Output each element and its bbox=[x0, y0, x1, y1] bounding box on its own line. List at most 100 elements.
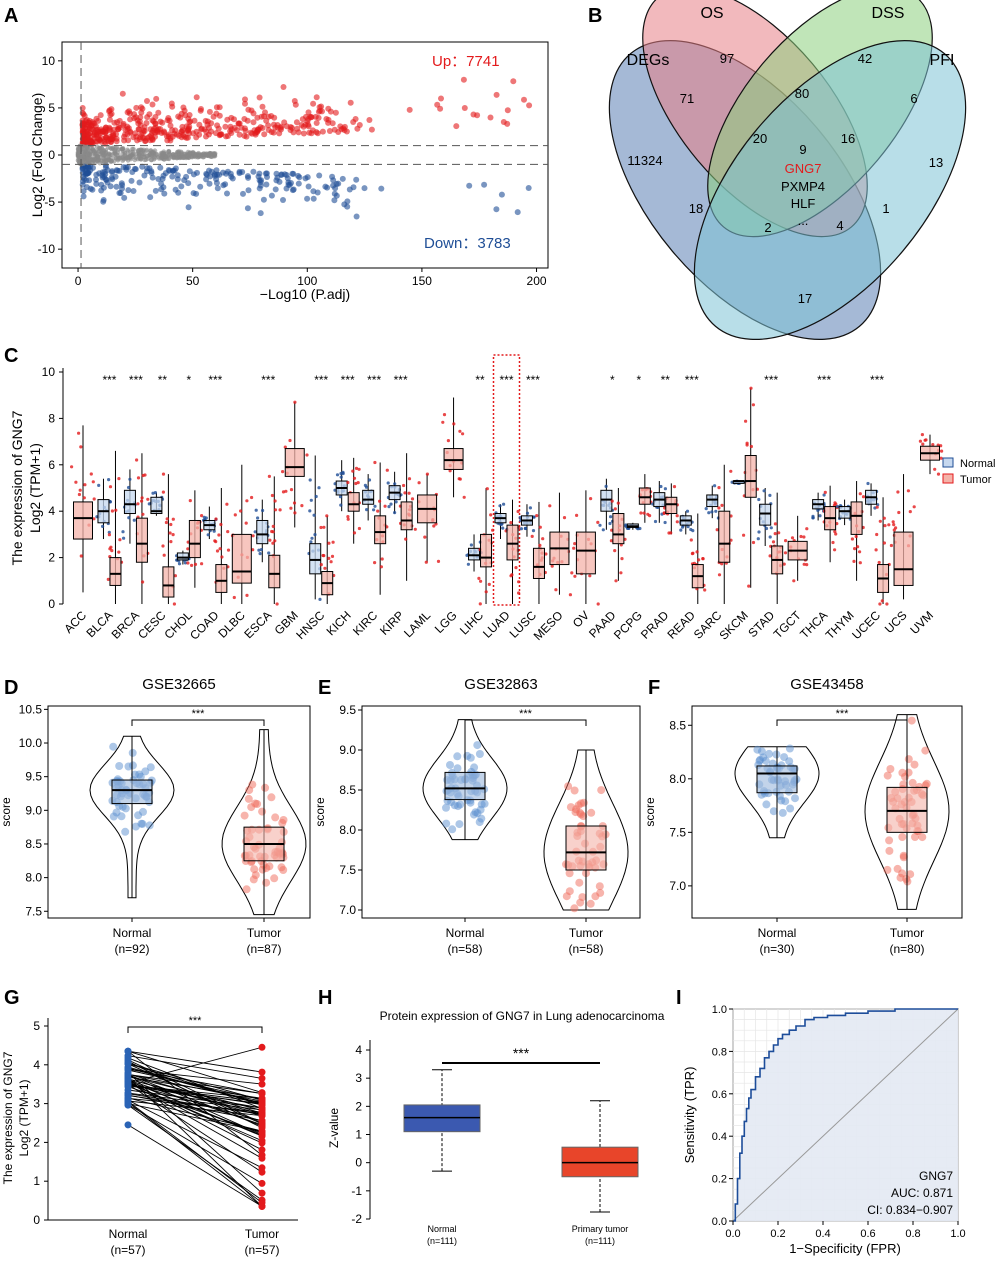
sample-point bbox=[747, 584, 751, 588]
down-point bbox=[149, 174, 156, 181]
diagonal-reference bbox=[732, 1008, 959, 1222]
sample-point bbox=[710, 510, 714, 514]
sample-point bbox=[531, 529, 536, 533]
pair-line bbox=[127, 1086, 263, 1134]
sample-point bbox=[215, 549, 220, 553]
sample-point bbox=[764, 526, 769, 531]
sample-point bbox=[790, 536, 795, 540]
up-point bbox=[352, 116, 359, 122]
sample-point bbox=[597, 786, 606, 795]
down-point bbox=[114, 167, 121, 174]
sample-point bbox=[714, 509, 718, 513]
sample-point bbox=[258, 807, 267, 816]
sample-point bbox=[341, 471, 345, 476]
sample-point bbox=[173, 574, 177, 578]
legend-label-tumor: Tumor bbox=[960, 474, 992, 486]
iqr-box bbox=[188, 519, 201, 559]
sample-point bbox=[885, 836, 894, 845]
down-point bbox=[82, 170, 89, 176]
pair-line bbox=[127, 1124, 263, 1207]
sample-point bbox=[214, 540, 218, 544]
sample-point bbox=[850, 537, 855, 541]
sample-point bbox=[268, 538, 272, 542]
up-point bbox=[193, 94, 200, 101]
sample-point bbox=[469, 543, 473, 547]
x-axis-label: 1−Specificity (FPR) bbox=[789, 1241, 901, 1256]
tumor-point bbox=[258, 1089, 266, 1097]
sample-point bbox=[715, 528, 719, 532]
iqr-box bbox=[850, 501, 863, 535]
ns-point bbox=[111, 158, 117, 164]
sample-point bbox=[802, 562, 806, 566]
sample-point bbox=[675, 514, 679, 518]
sample-point bbox=[470, 763, 479, 772]
sample-point bbox=[403, 491, 407, 495]
sample-point bbox=[792, 579, 796, 583]
pair-line bbox=[127, 1083, 263, 1173]
sample-point bbox=[484, 590, 488, 594]
sample-point bbox=[217, 533, 221, 537]
protein-boxplot: Protein expression of GNG7 in Lung adeno… bbox=[327, 1009, 665, 1246]
y-tick-label: 0 bbox=[48, 597, 55, 611]
iqr-box bbox=[638, 487, 651, 505]
sample-point bbox=[293, 400, 297, 404]
y-tick-label: -10 bbox=[38, 242, 56, 256]
up-point bbox=[135, 120, 142, 127]
sample-point bbox=[271, 524, 275, 529]
panel-label-h: H bbox=[318, 987, 332, 1009]
iqr-box bbox=[893, 531, 914, 586]
sample-point bbox=[756, 537, 760, 541]
sample-point bbox=[118, 802, 127, 811]
sample-point bbox=[108, 485, 113, 489]
up-point bbox=[258, 113, 265, 120]
category-label: LUAD bbox=[480, 608, 513, 641]
up-point bbox=[161, 128, 168, 135]
iqr-box bbox=[759, 503, 772, 526]
significance-mark: *** bbox=[513, 1045, 530, 1061]
up-point bbox=[139, 105, 146, 112]
sample-point bbox=[461, 432, 465, 436]
sample-point bbox=[720, 503, 724, 507]
sample-point bbox=[663, 520, 667, 525]
sample-point bbox=[171, 517, 175, 521]
iqr-box bbox=[123, 489, 136, 515]
iqr-box bbox=[532, 547, 545, 579]
sample-point bbox=[672, 485, 677, 489]
sample-point bbox=[346, 480, 350, 485]
sample-point bbox=[356, 481, 360, 485]
sample-point bbox=[577, 810, 585, 819]
down-point bbox=[278, 171, 285, 178]
sample-point bbox=[281, 490, 286, 494]
down-point bbox=[346, 186, 353, 193]
sample-point bbox=[251, 534, 255, 538]
down-point bbox=[353, 213, 360, 220]
category-label: THYM bbox=[823, 608, 857, 642]
up-point bbox=[196, 121, 203, 128]
sample-point bbox=[899, 780, 908, 789]
sample-point bbox=[896, 490, 900, 494]
up-point bbox=[298, 122, 305, 128]
significance-mark: *** bbox=[102, 373, 116, 387]
sample-point bbox=[861, 495, 866, 499]
significance-mark: *** bbox=[394, 373, 408, 387]
sample-point bbox=[309, 540, 313, 544]
iqr-box bbox=[284, 448, 305, 477]
category-label: LAML bbox=[401, 608, 433, 640]
sample-point bbox=[751, 540, 756, 545]
up-point bbox=[191, 117, 198, 124]
y-tick-label: 8.5 bbox=[339, 783, 356, 797]
category-label: COAD bbox=[187, 608, 222, 643]
sample-point bbox=[393, 482, 397, 486]
up-point bbox=[255, 126, 262, 133]
y-tick-label: 8.5 bbox=[25, 837, 42, 851]
sample-point bbox=[541, 537, 545, 541]
sample-point bbox=[168, 531, 172, 535]
up-point bbox=[303, 113, 309, 120]
significance-mark: *** bbox=[499, 373, 513, 387]
sample-point bbox=[891, 520, 895, 524]
x-axis-label: −Log10 (P.adj) bbox=[260, 286, 350, 302]
sample-point bbox=[118, 538, 122, 542]
sample-point bbox=[686, 525, 690, 529]
up-point bbox=[85, 122, 92, 129]
group-label: Tumor bbox=[245, 1227, 279, 1241]
